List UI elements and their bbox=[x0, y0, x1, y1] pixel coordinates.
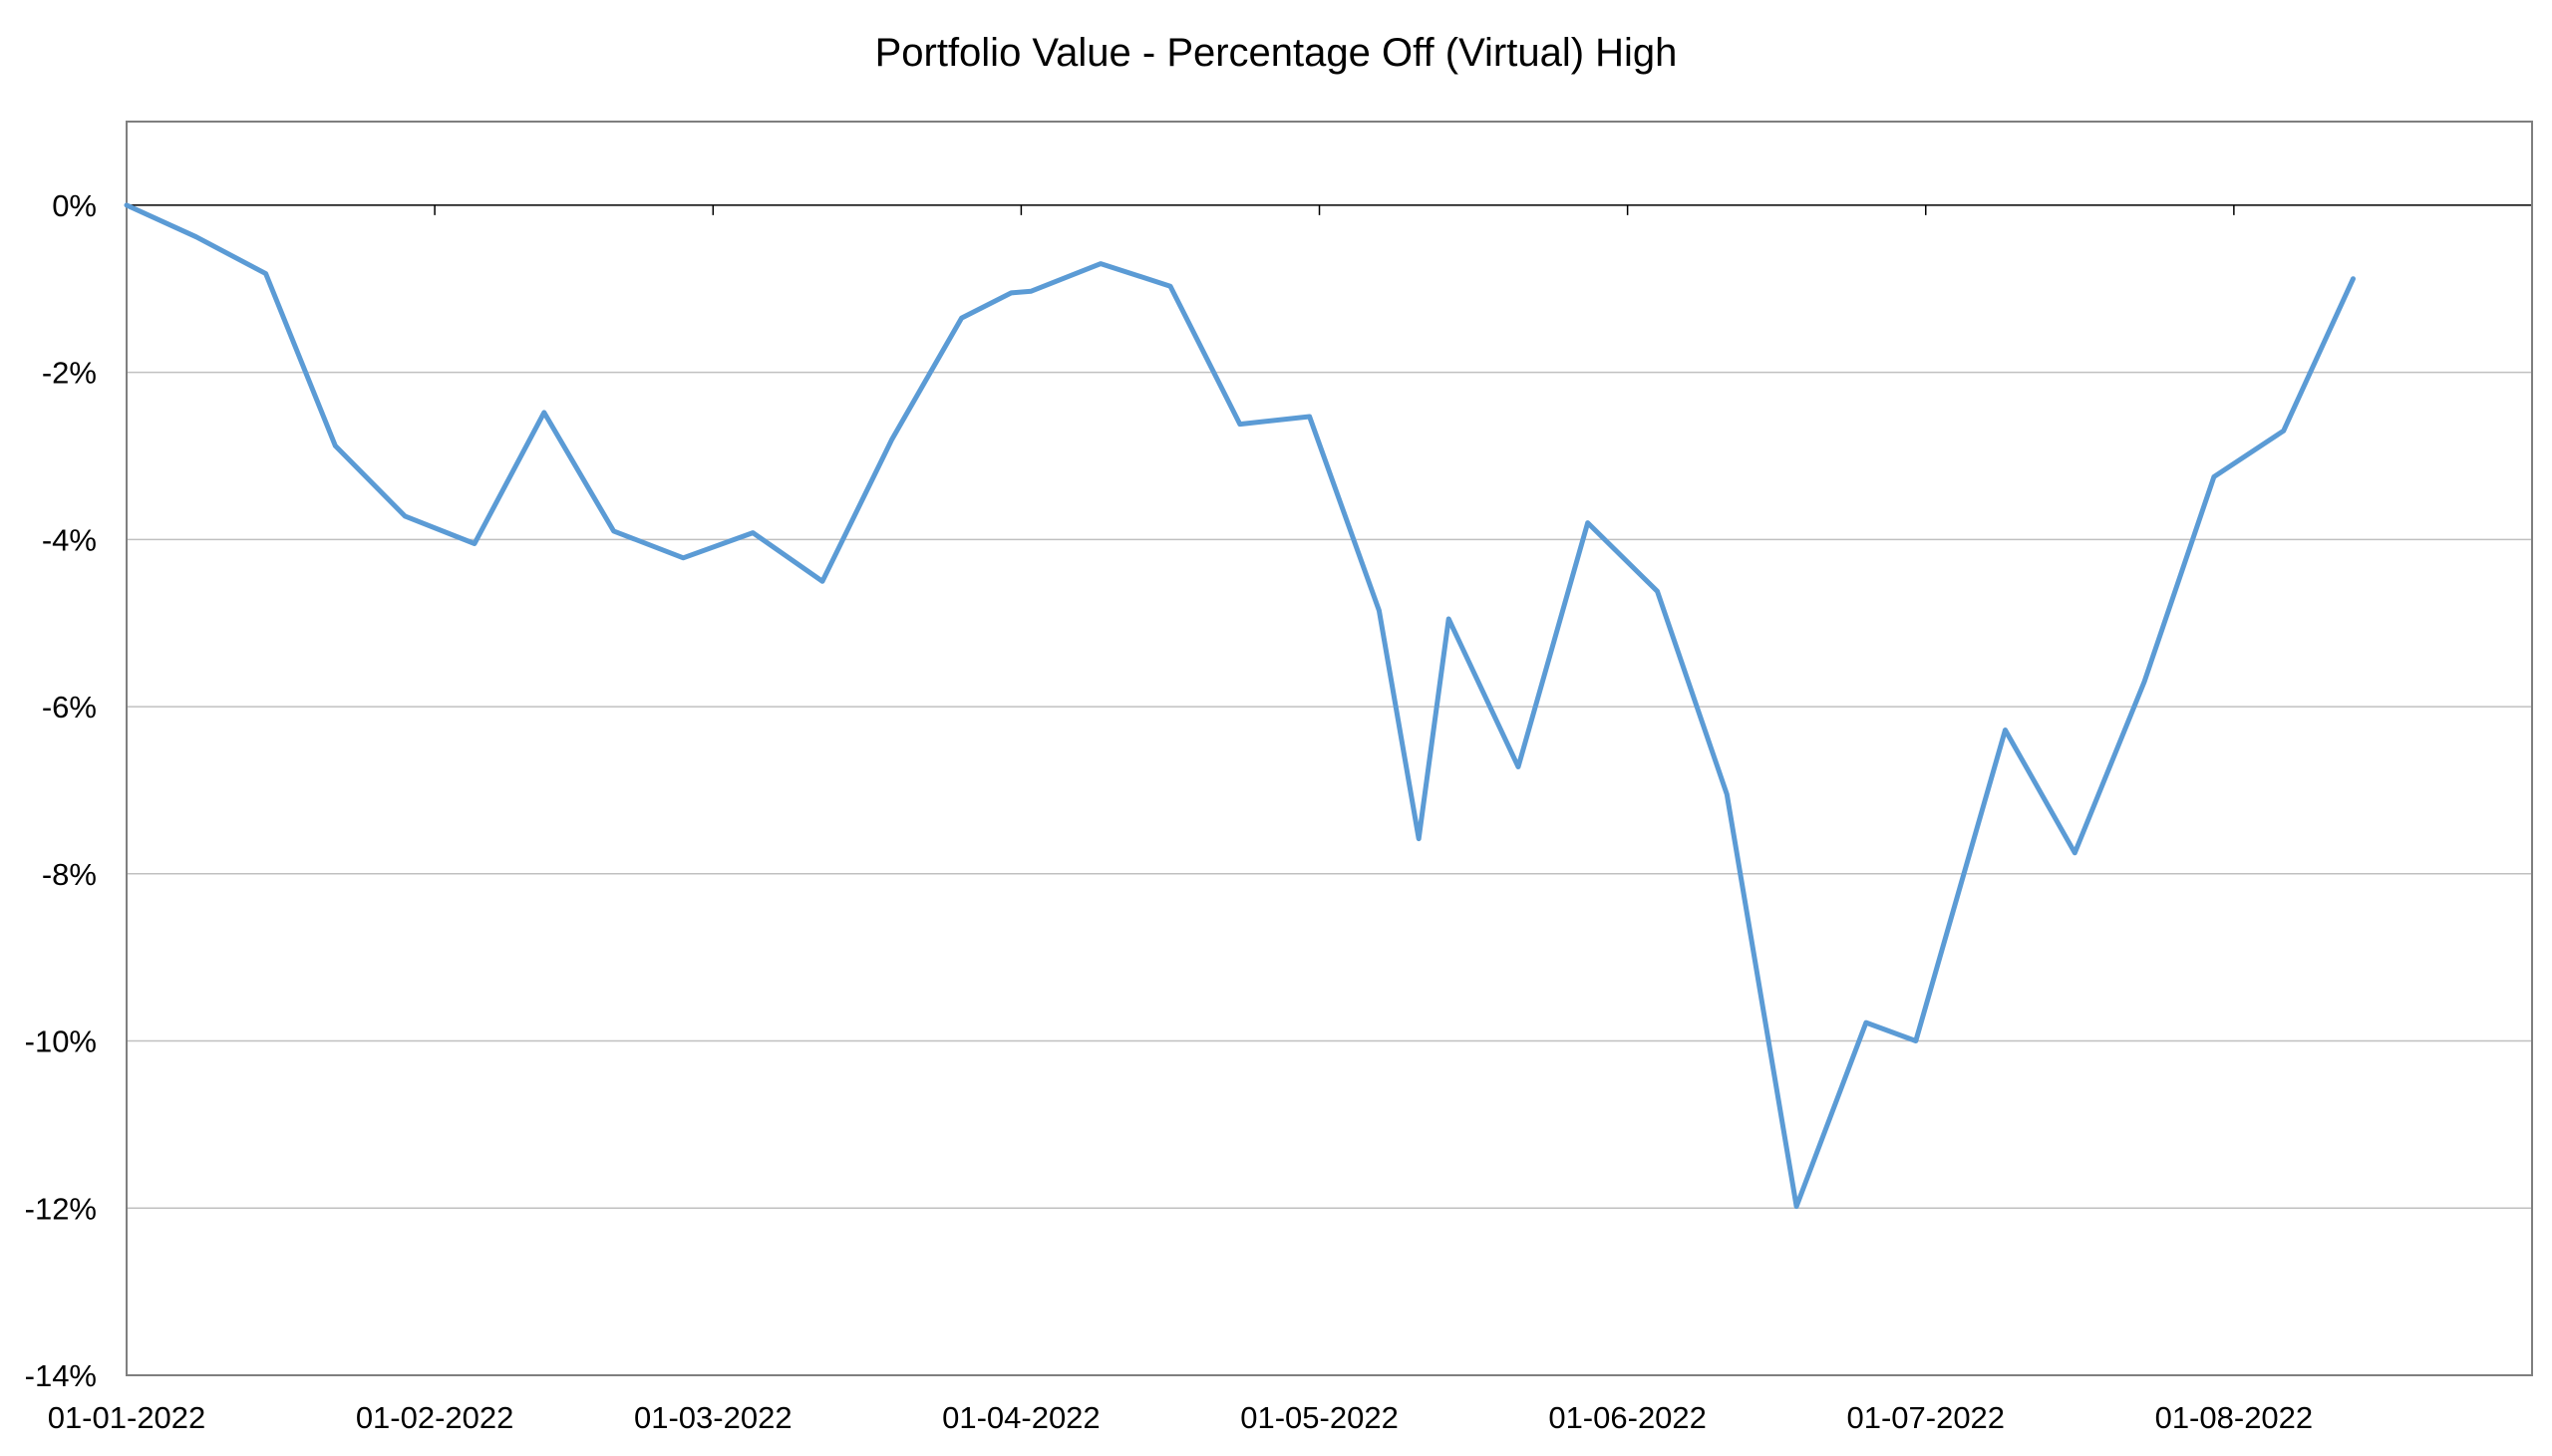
gridlines bbox=[127, 371, 2532, 1210]
tick-labels: 0% -2% -4% -6% -8% -10% -12% -14% 01-01-2022 01-0… bbox=[25, 188, 2314, 1435]
x-tick-label: 01-01-2022 bbox=[48, 1400, 206, 1435]
x-tick-label: 01-03-2022 bbox=[634, 1400, 793, 1435]
y-tick-label: -4% bbox=[42, 522, 97, 557]
series-line bbox=[124, 202, 2356, 1210]
y-tick-label: -10% bbox=[25, 1024, 97, 1059]
y-tick-label: -14% bbox=[25, 1358, 97, 1393]
y-tick-label: -2% bbox=[42, 356, 97, 391]
plot-area-frame bbox=[126, 121, 2533, 1376]
axes bbox=[127, 204, 2532, 215]
x-tick-label: 01-05-2022 bbox=[1240, 1400, 1399, 1435]
y-tick-label: -6% bbox=[42, 690, 97, 725]
x-tick-label: 01-04-2022 bbox=[942, 1400, 1101, 1435]
chart-title: Portfolio Value - Percentage Off (Virtua… bbox=[875, 31, 1678, 75]
x-tick-label: 01-06-2022 bbox=[1548, 1400, 1707, 1435]
y-tick-label: 0% bbox=[52, 188, 97, 223]
y-tick-label: -12% bbox=[25, 1191, 97, 1226]
series-layer bbox=[124, 202, 2356, 1210]
x-tick-label: 01-02-2022 bbox=[356, 1400, 514, 1435]
y-tick-label: -8% bbox=[42, 857, 97, 892]
x-tick-label: 01-08-2022 bbox=[2155, 1400, 2314, 1435]
x-tick-label: 01-07-2022 bbox=[1846, 1400, 2005, 1435]
